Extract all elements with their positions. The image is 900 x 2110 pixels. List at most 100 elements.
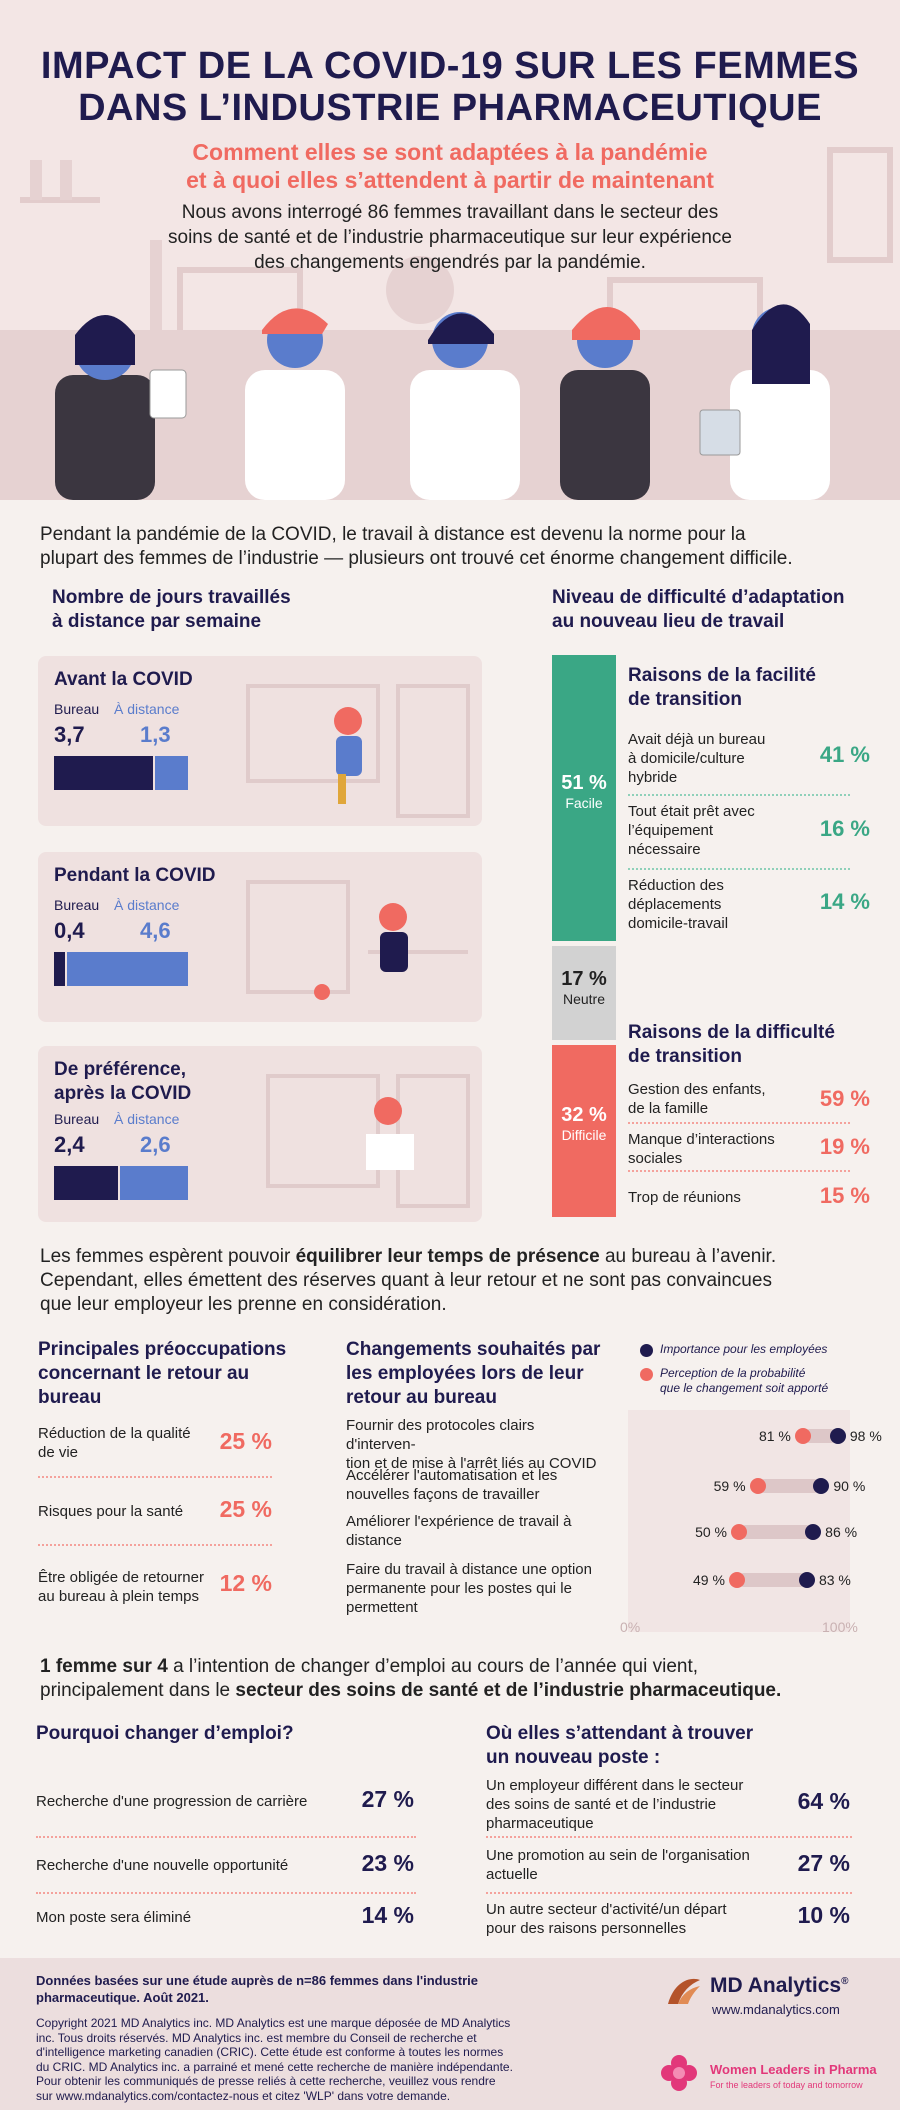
remote-days-bar — [120, 1166, 188, 1200]
concern-item: Réduction de la qualité de vie — [38, 1424, 218, 1462]
importance-dot — [805, 1524, 822, 1540]
change-label-line: Accélérer l'automatisation et les — [346, 1467, 558, 1484]
footer-line: pharmaceutique. Août 2021. — [36, 1990, 209, 2005]
easy-reason: Avait déjà un bureau à domicile/culture … — [628, 730, 788, 787]
remote-intro-line1: Pendant la pandémie de la COVID, le trav… — [40, 524, 746, 545]
card-during-covid: Pendant la COVID Bureau À distance 0,4 4… — [38, 852, 482, 1022]
legend-importance-swatch — [640, 1344, 653, 1357]
hard-reason: Trop de réunions — [628, 1188, 788, 1207]
why-item-pct: 14 % — [361, 1902, 414, 1928]
change-label: Accélérer l'automatisation et les nouvell… — [346, 1466, 608, 1504]
importance-dot — [829, 1428, 846, 1444]
footer-line: sur www.mdanalytics.com/contactez-nous e… — [36, 2088, 451, 2103]
remote-label: À distance — [114, 1111, 180, 1127]
easy-reason: Tout était prêt avec l’équipement nécess… — [628, 802, 788, 859]
remote-days-bar — [155, 756, 188, 790]
divider — [36, 1892, 416, 1894]
why-item-label: Mon poste sera éliminé — [36, 1909, 192, 1926]
office-label: Bureau — [54, 1111, 100, 1127]
remote-heading-line2: à distance par semaine — [52, 611, 262, 632]
jobchange-line2: principalement dans le secteur des soins… — [40, 1678, 860, 1704]
md-analytics-brand[interactable]: MD Analytics® — [710, 1974, 848, 1998]
hard-bar — [552, 1045, 616, 1217]
concern-pct: 25 % — [219, 1496, 272, 1522]
reason-line: Tout était prêt avec — [628, 803, 755, 820]
office-days-bar — [54, 1166, 118, 1200]
card-title-line1: De préférence, — [54, 1059, 187, 1080]
office-value: 0,4 — [54, 918, 85, 943]
neutral-pct: 17 % — [561, 968, 607, 990]
remote-label: À distance — [114, 897, 180, 913]
why-item-label: Recherche d'une progression de carrière — [36, 1793, 308, 1810]
axis-max-label: 100% — [822, 1619, 858, 1635]
concerns-heading-line3: bureau — [38, 1387, 102, 1408]
likelihood-dot — [749, 1478, 766, 1494]
jobchange-bold: 1 femme sur 4 — [40, 1656, 168, 1677]
reason-line: Réduction des — [628, 877, 724, 894]
page-title-line2: DANS L’INDUSTRIE PHARMACEUTIQUE — [78, 87, 822, 129]
intro-line1: Nous avons interrogé 86 femmes travailla… — [181, 202, 719, 223]
balance-text: au bureau à l’avenir. — [599, 1246, 777, 1267]
dumbbell-chart-area — [628, 1410, 850, 1632]
likelihood-value-label: 50 % — [695, 1524, 727, 1540]
balance-line1: Les femmes espèrent pouvoir équilibrer l… — [40, 1244, 860, 1270]
where-line: des soins de santé et de l’industrie — [486, 1796, 717, 1813]
importance-value-label: 90 % — [833, 1478, 866, 1494]
md-analytics-url[interactable]: www.mdanalytics.com — [712, 2002, 840, 2017]
legend-importance-label: Importance pour les employées — [660, 1342, 828, 1356]
footer-line: d'intelligence marketing canadien (CRIC)… — [36, 2045, 504, 2059]
easy-label: Facile — [565, 795, 603, 811]
footer-line: inc. Tous droits réservés. MD Analytics … — [36, 2030, 477, 2045]
change-label-line: Fournir des protocoles clairs d'interven… — [346, 1417, 535, 1453]
page-title-line1: IMPACT DE LA COVID-19 SUR LES FEMMES — [40, 45, 860, 87]
concern-line: Être obligée de retourner — [38, 1569, 204, 1586]
remote-heading-line1: Nombre de jours travaillés — [52, 587, 291, 608]
easy-reason-pct: 14 % — [819, 889, 870, 914]
hard-pct: 32 % — [561, 1104, 607, 1126]
jobchange-bold: secteur des soins de santé et de l’indus… — [235, 1680, 782, 1701]
legend-likelihood-swatch — [640, 1368, 653, 1381]
card-title: Avant la COVID — [54, 669, 193, 690]
where-line: pour des raisons personnelles — [486, 1920, 687, 1937]
divider — [486, 1836, 852, 1838]
hard-reason-pct: 19 % — [819, 1134, 870, 1159]
legend-line: que le changement soit apporté — [660, 1381, 829, 1395]
concern-line: Risques pour la santé — [38, 1503, 184, 1520]
where-line: Une promotion au sein de l'organisation — [486, 1847, 750, 1864]
wlp-name: Women Leaders in Pharma — [710, 2062, 877, 2077]
reason-line: hybride — [628, 769, 678, 786]
where-item: Une promotion au sein de l'organisation … — [486, 1846, 776, 1884]
change-label-line: distance — [346, 1532, 402, 1549]
change-label: Fournir des protocoles clairs d'interven… — [346, 1416, 608, 1473]
difficulty-heading-line2: au nouveau lieu de travail — [552, 611, 785, 632]
change-label-line: tion et de mise à l'arrêt liés au COVID — [346, 1455, 597, 1472]
reason-line: domicile-travail — [628, 915, 729, 932]
difficulty-heading-line1: Niveau de difficulté d’adaptation — [552, 587, 845, 608]
reason-line: de la famille — [628, 1100, 709, 1117]
footer-copyright: Copyright 2021 MD Analytics inc. MD Anal… — [36, 2016, 586, 2103]
where-line: Un autre secteur d'activité/un départ — [486, 1901, 727, 1918]
reason-line: sociales — [628, 1150, 683, 1167]
footer-basis: Données basées sur une étude auprès de n… — [36, 1972, 586, 2006]
concern-line: Réduction de la qualité — [38, 1425, 191, 1442]
dumbbell-track — [739, 1525, 814, 1539]
changes-heading-line1: Changements souhaités par — [346, 1339, 601, 1360]
concern-item: Être obligée de retourner au bureau à pl… — [38, 1568, 218, 1606]
importance-dot — [798, 1572, 815, 1588]
hard-reason: Manque d’interactions sociales — [628, 1130, 788, 1168]
office-label: Bureau — [54, 897, 100, 913]
concern-item: Risques pour la santé — [38, 1502, 218, 1521]
wlp-tagline: For the leaders of today and tomorrow — [710, 2080, 863, 2090]
axis-min-label: 0% — [620, 1619, 641, 1635]
reason-line: déplacements — [628, 896, 722, 913]
reason-line: nécessaire — [628, 841, 701, 858]
reason-line: Gestion des enfants, — [628, 1081, 766, 1098]
intro-line3: des changements engendrés par la pandémi… — [254, 252, 646, 273]
divider — [628, 794, 850, 796]
change-label: Faire du travail à distance une option pe… — [346, 1560, 608, 1617]
balance-line3: que leur employeur les prenne en considé… — [40, 1294, 447, 1315]
remote-value: 2,6 — [140, 1132, 171, 1157]
why-heading: Pourquoi changer d’emploi? — [36, 1723, 294, 1744]
jobchange-line1: 1 femme sur 4 a l’intention de changer d… — [40, 1654, 860, 1680]
likelihood-dot — [728, 1572, 745, 1588]
